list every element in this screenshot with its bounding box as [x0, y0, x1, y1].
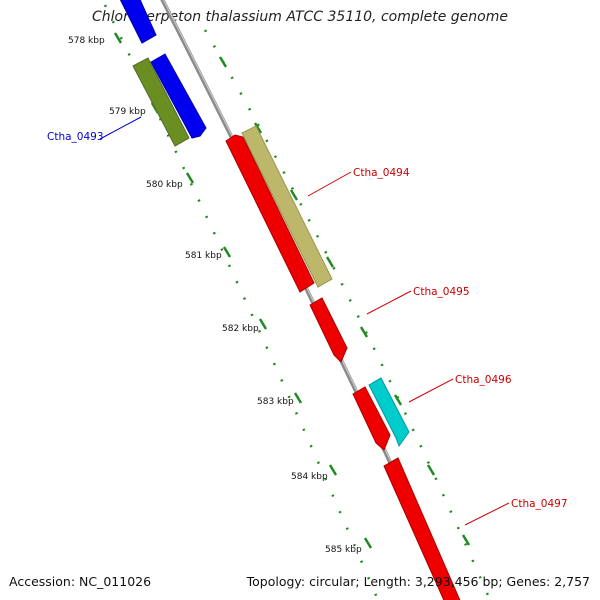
kbp-tick-mark — [222, 246, 232, 258]
map-title: Chloroherpeton thalassium ATCC 35110, co… — [92, 9, 508, 25]
gene-bar-ctha0495 — [309, 297, 348, 363]
kbp-tick-mark — [293, 392, 303, 404]
gene-label: Ctha_0495 — [413, 286, 470, 298]
kbp-scale-label: 582 kbp — [222, 324, 259, 334]
gene-leader-line — [408, 378, 454, 403]
kbp-tick-mark — [185, 172, 195, 184]
kbp-scale-label: 578 kbp — [68, 36, 105, 46]
inner-tick-line — [103, 4, 380, 600]
outer-tick-mark — [325, 256, 335, 268]
feature-bar-cyan — [368, 377, 410, 448]
outer-tick-mark — [289, 189, 299, 201]
feature-bar-olive — [132, 57, 190, 147]
outer-tick-mark — [218, 56, 228, 68]
gene-label: Ctha_0497 — [511, 498, 568, 510]
accession-text: Accession: NC_011026 — [9, 574, 152, 589]
kbp-scale-label: 583 kbp — [257, 397, 294, 407]
kbp-scale-label: 581 kbp — [185, 251, 222, 261]
outer-tick-line — [203, 29, 492, 600]
tick-layer: 578 kbp 579 kbp 580 kbp 581 kbp 582 kbp 583 k… — [68, 4, 492, 600]
topology-summary: Topology: circular; Length: 3,293,456 bp… — [246, 574, 590, 589]
kbp-tick-mark — [258, 318, 268, 330]
gene-label: Ctha_0494 — [353, 167, 410, 179]
outer-tick-mark — [426, 464, 436, 476]
gene-bar-ctha0496 — [352, 386, 391, 451]
gene-bar-ctha0494 — [225, 134, 315, 293]
kbp-scale-label: 584 kbp — [291, 472, 328, 482]
kbp-tick-mark — [113, 32, 123, 44]
gene-label: Ctha_0496 — [455, 374, 512, 386]
outer-tick-mark — [393, 394, 403, 406]
gene-label: Ctha_0493 — [47, 131, 104, 143]
gene-bar-ctha0497 — [383, 457, 461, 600]
outer-tick-mark — [359, 326, 369, 338]
kbp-tick-mark — [363, 537, 373, 549]
gene-leader-line — [464, 502, 510, 526]
feature-bar-khaki — [241, 125, 333, 288]
gene-leader-line — [99, 116, 142, 140]
outer-tick-mark — [461, 534, 471, 546]
gene-bar-top-blue — [119, 0, 157, 44]
outer-tick-mark — [253, 122, 263, 134]
kbp-scale-label: 580 kbp — [146, 180, 183, 190]
label-layer: Ctha_0493 Ctha_0494 Ctha_0495 Ctha_0496 Ctha… — [47, 116, 568, 526]
kbp-scale-label: 585 kbp — [325, 545, 362, 555]
feature-layer — [119, 0, 461, 600]
gene-leader-line — [366, 290, 412, 315]
gene-leader-line — [307, 171, 352, 197]
kbp-scale-label: 579 kbp — [109, 107, 146, 117]
kbp-tick-mark — [328, 464, 338, 476]
gene-bar-ctha0493 — [150, 53, 207, 139]
